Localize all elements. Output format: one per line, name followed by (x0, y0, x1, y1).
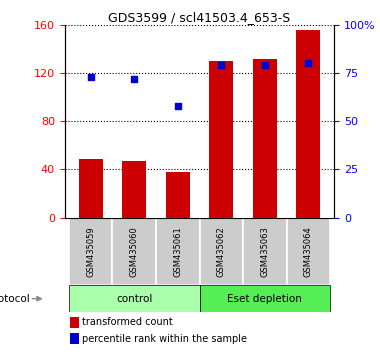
FancyBboxPatch shape (243, 218, 287, 285)
Bar (122, 161, 146, 218)
FancyBboxPatch shape (287, 218, 330, 285)
Bar (253, 58, 277, 218)
Text: percentile rank within the sample: percentile rank within the sample (82, 333, 247, 344)
Bar (166, 172, 190, 218)
Text: GSM435059: GSM435059 (86, 226, 95, 277)
Text: GSM435063: GSM435063 (260, 226, 269, 277)
FancyBboxPatch shape (200, 285, 330, 312)
Text: protocol: protocol (0, 294, 30, 304)
Point (305, 61, 311, 66)
Point (88, 74, 94, 80)
FancyBboxPatch shape (69, 218, 112, 285)
Bar (209, 61, 233, 218)
Text: GSM435060: GSM435060 (130, 226, 139, 277)
Bar (79, 159, 103, 218)
FancyBboxPatch shape (200, 218, 243, 285)
Point (262, 62, 268, 68)
FancyBboxPatch shape (69, 285, 200, 312)
Bar (296, 30, 320, 218)
FancyBboxPatch shape (112, 218, 156, 285)
Text: control: control (116, 294, 152, 304)
Point (218, 62, 224, 68)
Point (131, 76, 137, 82)
FancyBboxPatch shape (156, 218, 200, 285)
Bar (70, 333, 79, 344)
Text: transformed count: transformed count (82, 317, 173, 327)
Text: Eset depletion: Eset depletion (227, 294, 302, 304)
Text: GSM435061: GSM435061 (173, 226, 182, 277)
Text: GSM435062: GSM435062 (217, 226, 226, 277)
Bar (70, 317, 79, 328)
Text: GSM435064: GSM435064 (304, 226, 313, 277)
Title: GDS3599 / scl41503.4_653-S: GDS3599 / scl41503.4_653-S (108, 11, 291, 24)
Point (175, 103, 181, 109)
